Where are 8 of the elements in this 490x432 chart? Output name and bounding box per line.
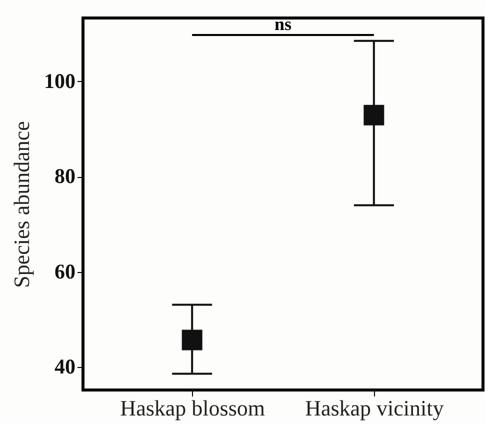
x-tick-label: Haskap vicinity [305, 396, 444, 420]
y-axis-title: Species abundance [9, 121, 34, 288]
y-tick-label: 40 [54, 354, 76, 379]
y-tick-label: 80 [54, 164, 76, 188]
annotation: ns [274, 14, 292, 34]
y-tick-label: 60 [54, 259, 76, 284]
y-tick-label: 100 [44, 68, 76, 93]
x-tick-label: Haskap blossom [120, 396, 266, 420]
